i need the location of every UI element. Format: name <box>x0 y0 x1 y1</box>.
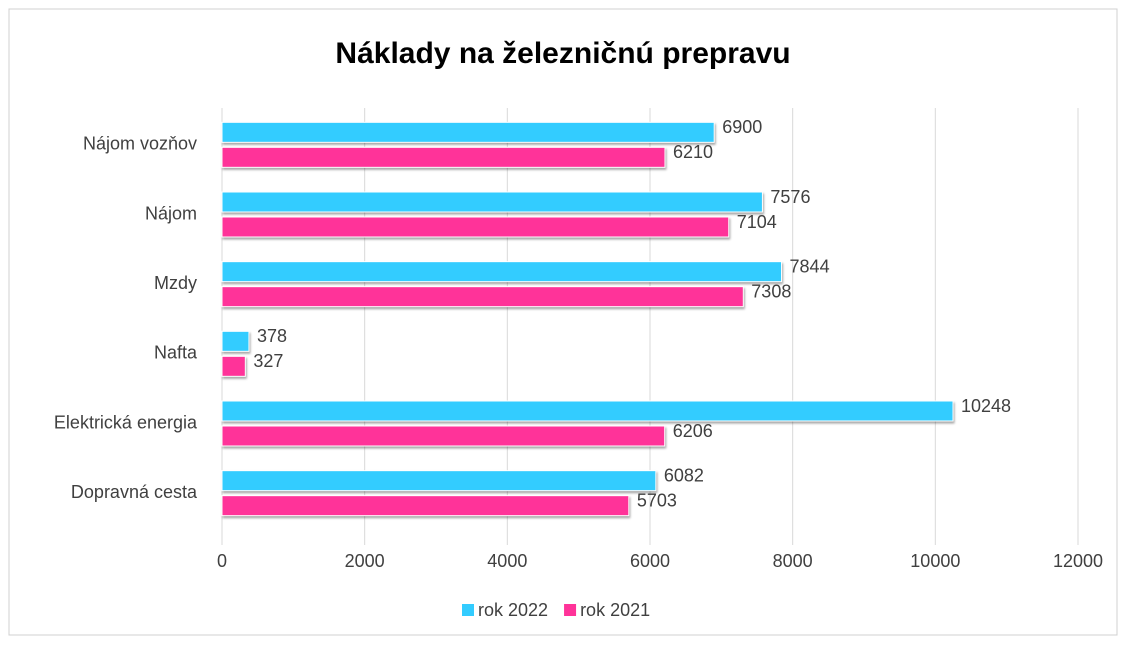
data-label: 6900 <box>722 117 762 137</box>
legend-swatch <box>564 604 577 616</box>
legend-label: rok 2021 <box>580 600 650 620</box>
bar <box>221 216 730 238</box>
data-label: 7104 <box>737 212 777 232</box>
bar <box>221 330 250 352</box>
bar <box>221 425 666 447</box>
chart-title: Náklady na železničnú prepravu <box>335 37 790 70</box>
y-tick-label: Elektrická energia <box>54 412 198 432</box>
data-label: 327 <box>253 351 283 371</box>
bar <box>221 146 666 168</box>
bar <box>221 470 657 492</box>
y-tick-label: Nafta <box>154 343 198 363</box>
x-tick-label: 8000 <box>773 551 813 571</box>
legend-swatch <box>462 604 474 616</box>
y-tick-label: Nájom vozňov <box>83 134 197 154</box>
data-label: 7844 <box>790 256 830 276</box>
bar <box>221 191 763 213</box>
x-tick-label: 10000 <box>910 551 960 571</box>
legend-label: rok 2022 <box>478 600 548 620</box>
data-label: 7576 <box>770 187 810 207</box>
y-tick-label: Nájom <box>145 203 197 223</box>
x-tick-label: 12000 <box>1053 551 1103 571</box>
y-tick-label: Dopravná cesta <box>71 482 198 502</box>
data-label: 6082 <box>664 465 704 485</box>
y-tick-label: Mzdy <box>154 273 197 293</box>
bar <box>221 261 783 283</box>
data-label: 6210 <box>673 142 713 162</box>
x-tick-label: 0 <box>217 551 227 571</box>
data-label: 7308 <box>751 281 791 301</box>
x-tick-label: 6000 <box>630 551 670 571</box>
data-label: 5703 <box>637 490 677 510</box>
bar <box>221 355 246 377</box>
data-label: 10248 <box>961 396 1011 416</box>
bar <box>221 495 630 517</box>
bar <box>221 121 715 143</box>
x-tick-label: 2000 <box>345 551 385 571</box>
x-tick-label: 4000 <box>487 551 527 571</box>
chart-frame <box>8 8 1118 636</box>
data-label: 378 <box>257 326 287 346</box>
bar <box>221 286 744 308</box>
data-label: 6206 <box>673 421 713 441</box>
bar <box>221 400 954 422</box>
